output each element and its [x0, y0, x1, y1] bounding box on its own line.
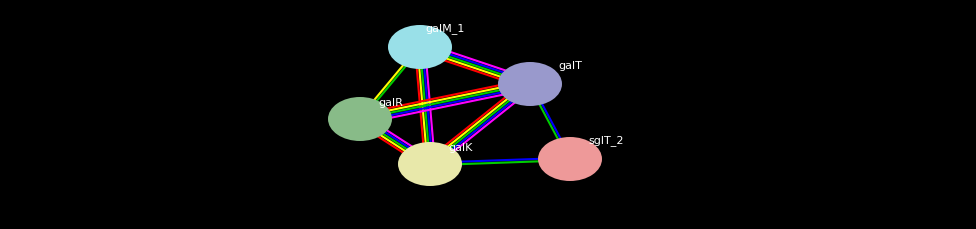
Text: galT: galT: [558, 61, 582, 71]
Ellipse shape: [328, 98, 392, 141]
Ellipse shape: [538, 137, 602, 181]
Text: sglT_2: sglT_2: [588, 134, 624, 145]
Text: galK: galK: [448, 142, 472, 152]
Ellipse shape: [388, 26, 452, 70]
Text: galM_1: galM_1: [425, 23, 465, 34]
Ellipse shape: [498, 63, 562, 106]
Text: galR: galR: [378, 98, 403, 108]
Ellipse shape: [398, 142, 462, 186]
